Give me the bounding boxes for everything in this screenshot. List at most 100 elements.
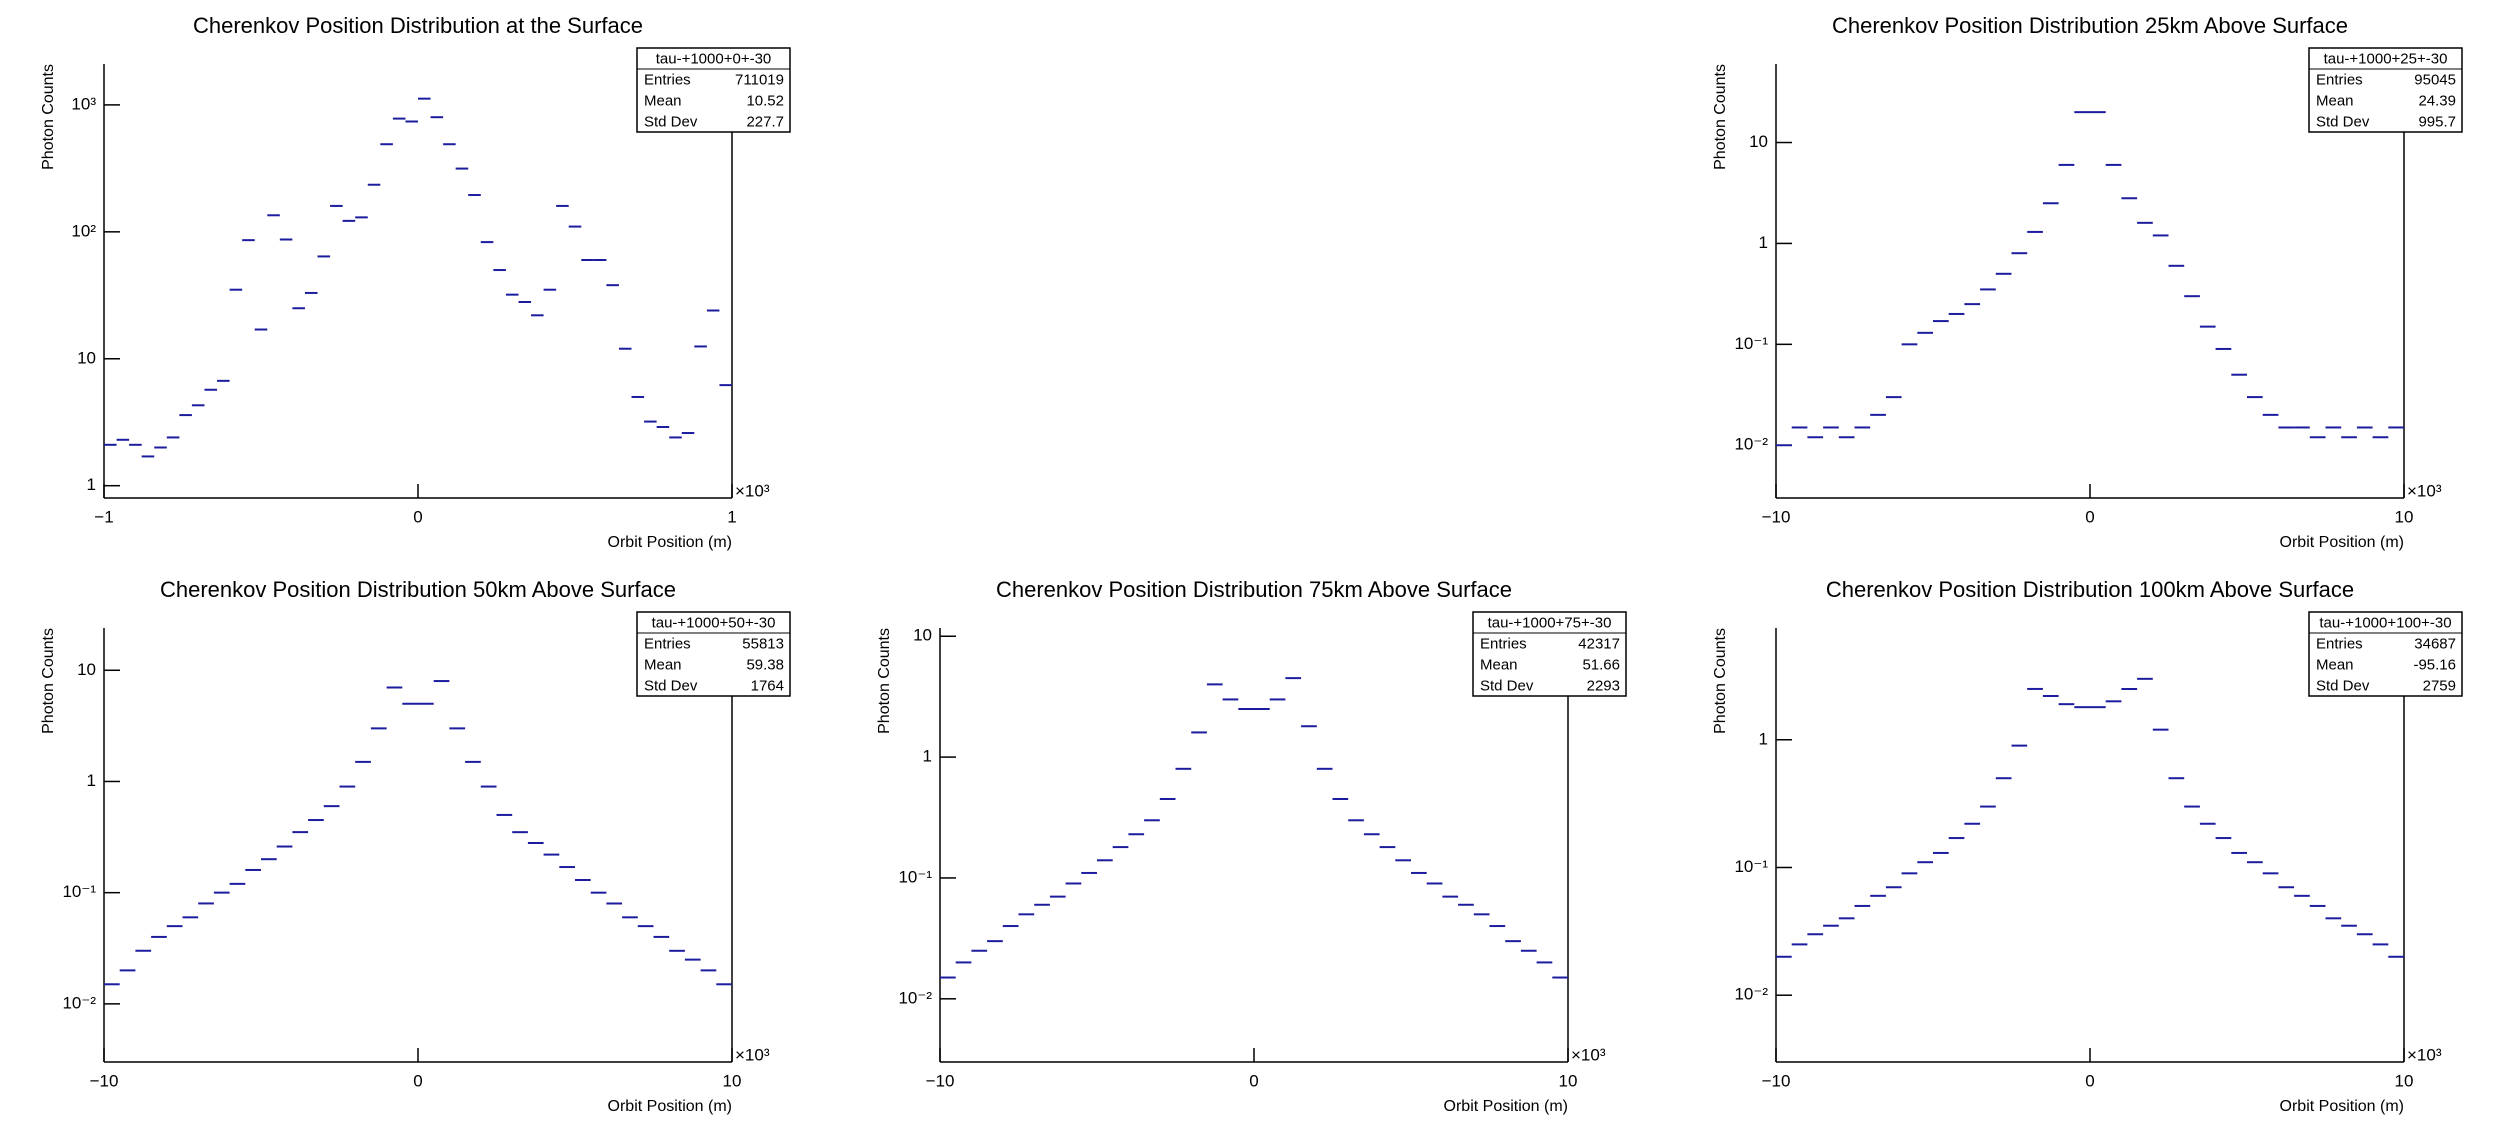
stats-value: 42317: [1578, 635, 1620, 652]
x-tick-label: −10: [1762, 1071, 1791, 1090]
stats-value: 995.7: [2418, 113, 2456, 130]
chart-title: Cherenkov Position Distribution 50km Abo…: [160, 577, 676, 602]
x-tick-label: −10: [926, 1071, 955, 1090]
stats-label: Std Dev: [1480, 677, 1534, 694]
x-tick-label: −10: [90, 1071, 119, 1090]
y-tick-label: 1: [87, 771, 96, 790]
y-tick-label: 10: [1749, 132, 1768, 151]
chart-title: Cherenkov Position Distribution 25km Abo…: [1832, 13, 2348, 38]
stats-value: 2293: [1587, 677, 1620, 694]
y-axis-title: Photon Counts: [876, 628, 893, 734]
stats-box: [2308, 611, 2463, 697]
y-tick-label: 1: [923, 747, 932, 766]
stats-label: Mean: [2316, 656, 2354, 673]
panel: Cherenkov Position Distribution 50km Abo…: [40, 577, 791, 1115]
panel: Cherenkov Position Distribution 100km Ab…: [1712, 577, 2463, 1115]
x-tick-label: 10: [2395, 507, 2414, 526]
stats-label: Mean: [2316, 92, 2354, 109]
stats-value: 1764: [751, 677, 784, 694]
stats-value: 34687: [2414, 635, 2456, 652]
panel: Cherenkov Position Distribution 25km Abo…: [1712, 13, 2463, 551]
stats-value: 227.7: [746, 113, 784, 130]
y-axis-title: Photon Counts: [1712, 64, 1729, 170]
stats-value: 59.38: [746, 656, 784, 673]
stats-value: 10.52: [746, 92, 784, 109]
x-tick-label: 0: [2085, 1071, 2094, 1090]
stats-label: Mean: [1480, 656, 1518, 673]
x-axis-title: Orbit Position (m): [608, 1098, 732, 1115]
x-multiplier: ×10³: [2407, 1045, 2442, 1064]
stats-box: [636, 611, 791, 697]
stats-label: Std Dev: [2316, 677, 2370, 694]
y-tick-label: 10⁻²: [1734, 985, 1768, 1004]
stats-box: [2308, 47, 2463, 133]
y-axis-title: Photon Counts: [40, 64, 57, 170]
chart-title: Cherenkov Position Distribution 100km Ab…: [1826, 577, 2354, 602]
x-multiplier: ×10³: [735, 481, 770, 500]
chart-title: Cherenkov Position Distribution 75km Abo…: [996, 577, 1512, 602]
y-tick-label: 10⁻¹: [1734, 857, 1768, 876]
x-axis-title: Orbit Position (m): [1444, 1098, 1568, 1115]
stats-value: 95045: [2414, 71, 2456, 88]
y-tick-label: 10: [77, 660, 96, 679]
x-multiplier: ×10³: [735, 1045, 770, 1064]
y-axis-title: Photon Counts: [40, 628, 57, 734]
stats-value: 55813: [742, 635, 784, 652]
panel: Cherenkov Position Distribution 75km Abo…: [876, 577, 1627, 1115]
chart-title: Cherenkov Position Distribution at the S…: [193, 13, 643, 38]
stats-box: [636, 47, 791, 133]
x-axis-title: Orbit Position (m): [2280, 1098, 2404, 1115]
y-tick-label: 10⁻²: [1734, 435, 1768, 454]
x-multiplier: ×10³: [1571, 1045, 1606, 1064]
x-tick-label: 10: [723, 1071, 742, 1090]
x-tick-label: −1: [94, 507, 113, 526]
y-tick-label: 1: [87, 475, 96, 494]
stats-label: Entries: [2316, 71, 2363, 88]
x-tick-label: 0: [2085, 507, 2094, 526]
y-tick-label: 1: [1759, 233, 1768, 252]
y-tick-label: 1: [1759, 729, 1768, 748]
stats-label: Std Dev: [2316, 113, 2370, 130]
stats-value: 2759: [2423, 677, 2456, 694]
x-tick-label: 0: [1249, 1071, 1258, 1090]
stats-label: Entries: [2316, 635, 2363, 652]
x-axis-title: Orbit Position (m): [2280, 534, 2404, 551]
x-tick-label: 0: [413, 507, 422, 526]
y-tick-label: 10: [77, 348, 96, 367]
stats-label: Std Dev: [644, 677, 698, 694]
x-tick-label: 10: [2395, 1071, 2414, 1090]
y-tick-label: 10⁻¹: [1734, 334, 1768, 353]
panel: Cherenkov Position Distribution at the S…: [40, 13, 791, 551]
stats-value: 51.66: [1582, 656, 1620, 673]
y-tick-label: 10²: [71, 221, 96, 240]
y-axis-title: Photon Counts: [1712, 628, 1729, 734]
stats-value: -95.16: [2413, 656, 2456, 673]
x-axis-title: Orbit Position (m): [608, 534, 732, 551]
stats-value: 24.39: [2418, 92, 2456, 109]
stats-label: Entries: [1480, 635, 1527, 652]
stats-label: Entries: [644, 635, 691, 652]
y-tick-label: 10: [913, 626, 932, 645]
stats-label: Std Dev: [644, 113, 698, 130]
stats-label: Mean: [644, 656, 682, 673]
y-tick-label: 10⁻²: [898, 988, 932, 1007]
stats-box: [1472, 611, 1627, 697]
y-tick-label: 10³: [71, 94, 96, 113]
y-tick-label: 10⁻¹: [62, 882, 96, 901]
x-tick-label: −10: [1762, 507, 1791, 526]
x-multiplier: ×10³: [2407, 481, 2442, 500]
y-tick-label: 10⁻¹: [898, 867, 932, 886]
stats-label: Mean: [644, 92, 682, 109]
y-tick-label: 10⁻²: [62, 993, 96, 1012]
x-tick-label: 10: [1559, 1071, 1578, 1090]
stats-name: tau-+1000+25+-30: [2324, 50, 2448, 67]
stats-name: tau-+1000+75+-30: [1488, 614, 1612, 631]
x-tick-label: 1: [727, 507, 736, 526]
stats-value: 711019: [735, 71, 784, 88]
x-tick-label: 0: [413, 1071, 422, 1090]
stats-name: tau-+1000+50+-30: [652, 614, 776, 631]
stats-name: tau-+1000+0+-30: [656, 50, 772, 67]
stats-name: tau-+1000+100+-30: [2319, 614, 2451, 631]
